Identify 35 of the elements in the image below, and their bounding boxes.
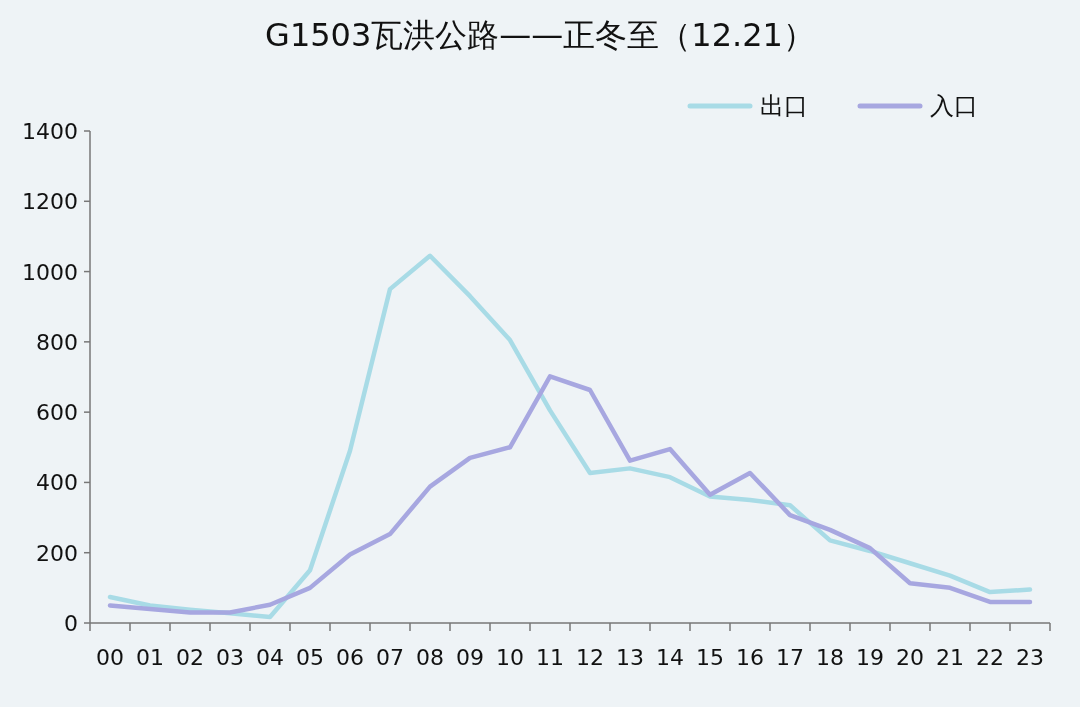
x-tick-label: 10 [496, 645, 524, 670]
y-tick-label: 1200 [22, 189, 78, 215]
x-tick-label: 16 [736, 645, 764, 670]
x-tick-label: 17 [776, 645, 804, 670]
x-tick-label: 00 [96, 645, 124, 670]
y-tick-label: 200 [36, 540, 78, 566]
x-tick-label: 21 [936, 645, 964, 670]
x-tick-label: 07 [376, 645, 404, 670]
y-tick-label: 1400 [22, 119, 78, 144]
x-tick-label: 15 [696, 645, 724, 670]
x-tick-label: 19 [856, 645, 884, 670]
legend-label: 出口 [760, 92, 808, 120]
x-tick-label: 23 [1016, 645, 1044, 670]
x-tick-label: 09 [456, 645, 484, 670]
x-tick-label: 18 [816, 645, 844, 670]
x-tick-label: 02 [176, 645, 204, 670]
x-tick-label: 06 [336, 645, 364, 670]
chart-title: G1503瓦洪公路——正冬至（12.21） [265, 16, 815, 54]
x-tick-label: 14 [656, 645, 684, 670]
y-tick-label: 600 [36, 400, 78, 426]
x-tick-label: 11 [536, 645, 564, 670]
x-tick-label: 03 [216, 645, 244, 670]
x-tick-label: 12 [576, 645, 604, 670]
x-tick-label: 20 [896, 645, 924, 670]
x-tick-label: 13 [616, 645, 644, 670]
x-tick-label: 22 [976, 645, 1004, 670]
y-tick-label: 400 [36, 470, 78, 496]
y-tick-label: 0 [64, 611, 78, 636]
y-tick-label: 1000 [22, 259, 78, 285]
x-tick-label: 01 [136, 645, 164, 670]
x-tick-label: 04 [256, 645, 284, 670]
x-tick-label: 08 [416, 645, 444, 670]
legend-label: 入口 [930, 92, 978, 120]
y-tick-label: 800 [36, 329, 78, 355]
x-tick-label: 05 [296, 645, 324, 670]
